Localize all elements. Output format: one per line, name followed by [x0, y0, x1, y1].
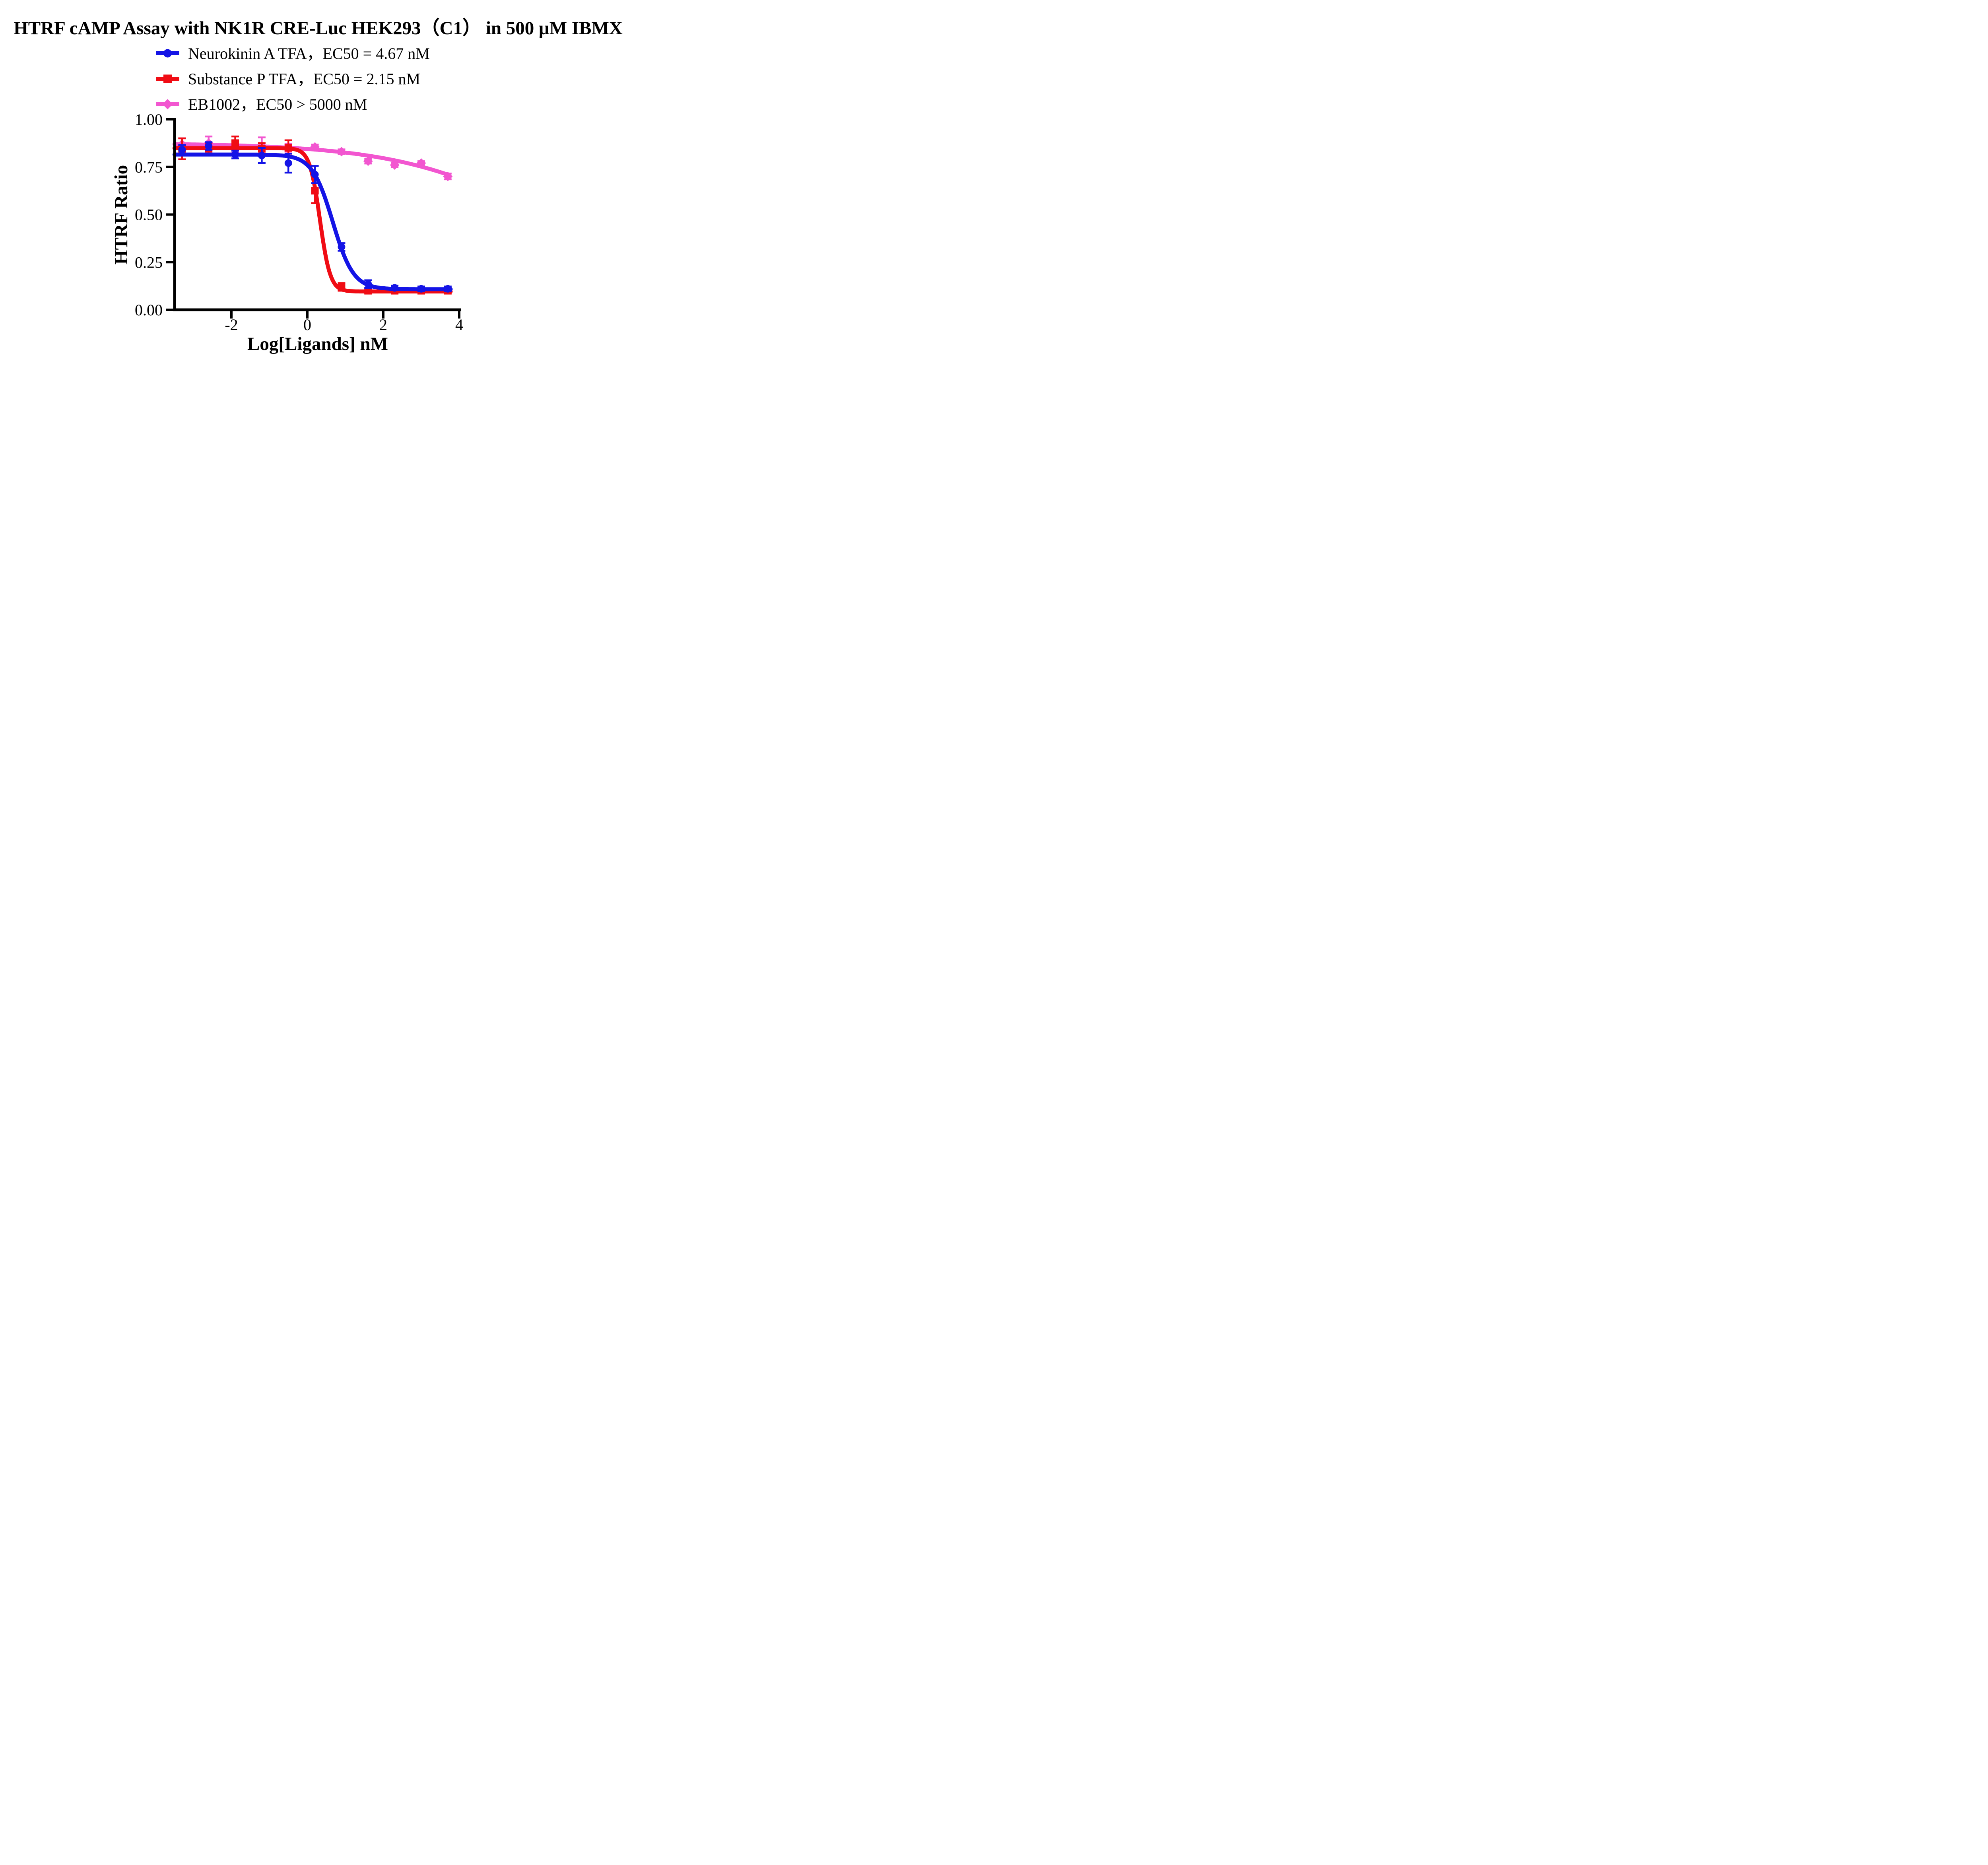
y-tick-label: 0.00	[135, 301, 163, 319]
legend-square-icon	[163, 74, 172, 83]
data-point-circle	[178, 146, 186, 154]
legend-label: Neurokinin A TFA，EC50 = 4.67 nM	[188, 45, 430, 62]
fit-curve	[172, 152, 453, 291]
y-tick-label: 0.75	[135, 158, 163, 176]
legend-circle-icon	[163, 49, 172, 58]
data-point-circle	[364, 280, 372, 288]
data-point-diamond	[310, 142, 320, 152]
dose-response-chart: HTRF cAMP Assay with NK1R CRE-Luc HEK293…	[0, 0, 630, 373]
axes	[173, 118, 461, 311]
data-point-circle	[258, 152, 266, 159]
legend-label: EB1002，EC50 > 5000 nM	[188, 95, 367, 113]
y-tick-label: 0.25	[135, 253, 163, 271]
legend: Neurokinin A TFA，EC50 = 4.67 nM Substanc…	[156, 45, 430, 113]
data-point-square	[231, 139, 239, 147]
y-axis-title: HTRF Ratio	[111, 165, 132, 264]
data-point-diamond	[443, 171, 453, 181]
data-point-diamond	[416, 158, 426, 168]
data-point-circle	[417, 285, 425, 293]
data-point-circle	[338, 243, 346, 251]
data-point-diamond	[363, 156, 373, 166]
data-point-square	[338, 283, 346, 291]
y-axis-ticks: 1.00 0.75 0.50 0.25 0.00	[135, 111, 173, 319]
y-tick-label: 0.50	[135, 206, 163, 224]
data-point-circle	[205, 142, 213, 150]
data-point-square	[311, 187, 319, 195]
data-point-circle	[284, 159, 292, 167]
data-point-circle	[311, 171, 319, 179]
legend-label: Substance P TFA，EC50 = 2.15 nM	[188, 70, 420, 88]
data-point-circle	[231, 151, 239, 159]
x-tick-label: 0	[303, 316, 311, 334]
data-point-square	[364, 287, 372, 295]
legend-item-neurokinin-a: Neurokinin A TFA，EC50 = 4.67 nM	[156, 45, 430, 62]
data-point-diamond	[336, 147, 346, 157]
x-axis-title: Log[Ligands] nM	[247, 334, 388, 354]
x-tick-label: -2	[225, 316, 238, 334]
chart-title: HTRF cAMP Assay with NK1R CRE-Luc HEK293…	[14, 18, 623, 39]
data-point-circle	[391, 284, 399, 292]
series-neurokinin-a-tfa	[172, 141, 453, 293]
data-point-square	[284, 144, 292, 152]
x-axis-ticks: -2 0 2 4	[225, 311, 463, 334]
data-point-circle	[444, 285, 452, 293]
legend-item-eb1002: EB1002，EC50 > 5000 nM	[156, 95, 367, 113]
x-tick-label: 4	[455, 316, 463, 334]
figure-page: HTRF cAMP Assay with NK1R CRE-Luc HEK293…	[0, 0, 630, 373]
legend-diamond-icon	[162, 99, 173, 109]
legend-item-substance-p: Substance P TFA，EC50 = 2.15 nM	[156, 70, 420, 88]
x-tick-label: 2	[379, 316, 387, 334]
plot-series	[172, 135, 453, 295]
data-point-diamond	[390, 160, 400, 170]
y-tick-label: 1.00	[135, 111, 163, 128]
